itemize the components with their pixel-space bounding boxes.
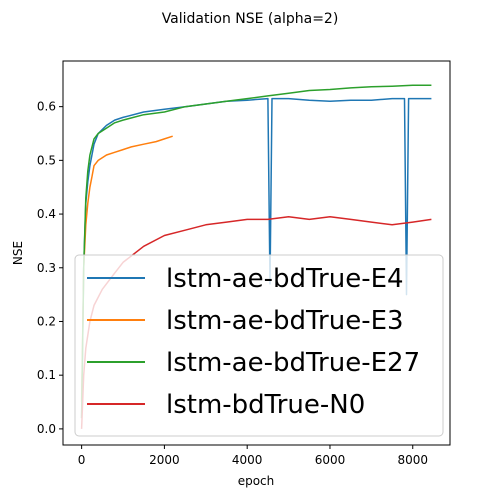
legend-label-1: lstm-ae-bdTrue-E4: [166, 264, 404, 294]
y-axis: 0.0 0.1 0.2 0.3 0.4 0.5 0.6: [37, 100, 63, 436]
y-tick-label: 0.0: [37, 422, 56, 436]
x-axis-label: epoch: [238, 474, 275, 488]
y-tick-label: 0.3: [37, 261, 56, 275]
y-tick-label: 0.2: [37, 314, 56, 328]
plot-frame: [62, 60, 451, 446]
legend-box: [74, 254, 444, 437]
x-tick-label: 4000: [232, 453, 263, 467]
y-tick-label: 0.4: [37, 207, 56, 221]
x-axis: 0 2000 4000 6000 8000: [78, 445, 428, 467]
x-tick-label: 2000: [149, 453, 180, 467]
x-tick-label: 8000: [397, 453, 428, 467]
series-line-1: [80, 97, 432, 419]
chart-title: Validation NSE (alpha=2): [162, 11, 339, 27]
legend-label-4: lstm-bdTrue-N0: [166, 390, 365, 420]
y-tick-label: 0.5: [37, 153, 56, 167]
legend: lstm-ae-bdTrue-E4 lstm-ae-bdTrue-E3 lstm-a…: [74, 254, 444, 437]
y-tick-label: 0.1: [37, 368, 56, 382]
y-tick-label: 0.6: [37, 100, 56, 114]
series-line-3: [80, 84, 432, 419]
legend-label-3: lstm-ae-bdTrue-E27: [166, 348, 420, 378]
x-tick-label: 6000: [315, 453, 346, 467]
y-axis-label: NSE: [11, 241, 25, 265]
series-line-2: [80, 135, 173, 403]
legend-label-2: lstm-ae-bdTrue-E3: [166, 306, 404, 336]
x-tick-label: 0: [78, 453, 86, 467]
